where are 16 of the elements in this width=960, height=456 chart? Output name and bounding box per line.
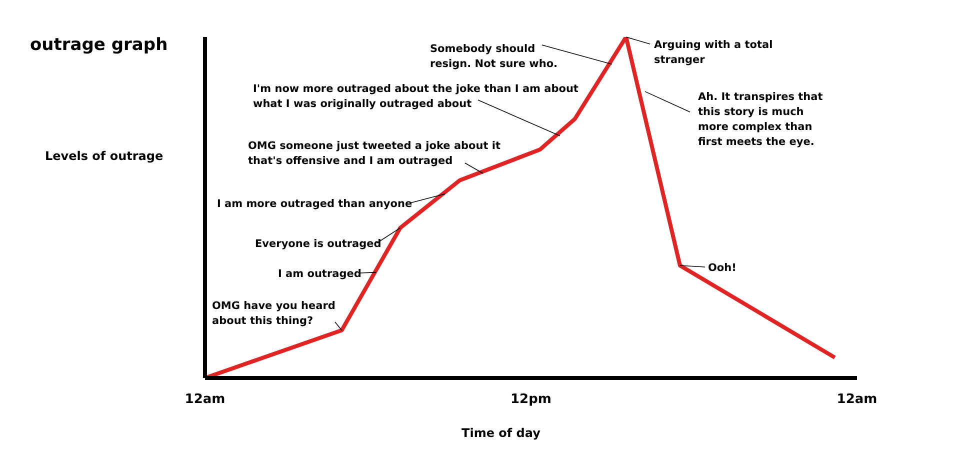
x-tick-label: 12pm — [510, 392, 552, 408]
annotation: Ooh! — [708, 262, 736, 274]
annotation: OMG have you heard about this thing? — [212, 300, 336, 327]
y-axis-title: Levels of outrage — [45, 149, 164, 163]
x-tick-label: 12am — [836, 392, 878, 408]
x-tick-label: 12am — [184, 392, 226, 408]
annotation: Everyone is outraged — [255, 238, 382, 250]
annotation: I am more outraged than anyone — [217, 198, 412, 210]
annotation: I'm now more outraged about the joke than I am about what I was originally outraged about — [253, 83, 578, 110]
annotation: Ah. It transpires that this story is much more complex than first meets the eye. — [698, 91, 823, 148]
annotation: OMG someone just tweeted a joke about it that's offensive and I am outraged — [248, 140, 501, 167]
annotation: Somebody should resign. Not sure who. — [430, 43, 558, 70]
x-axis-title: Time of day — [462, 426, 541, 440]
chart-title: outrage graph — [30, 35, 168, 55]
annotation: Arguing with a total stranger — [654, 39, 773, 66]
annotation: I am outraged — [278, 268, 362, 280]
